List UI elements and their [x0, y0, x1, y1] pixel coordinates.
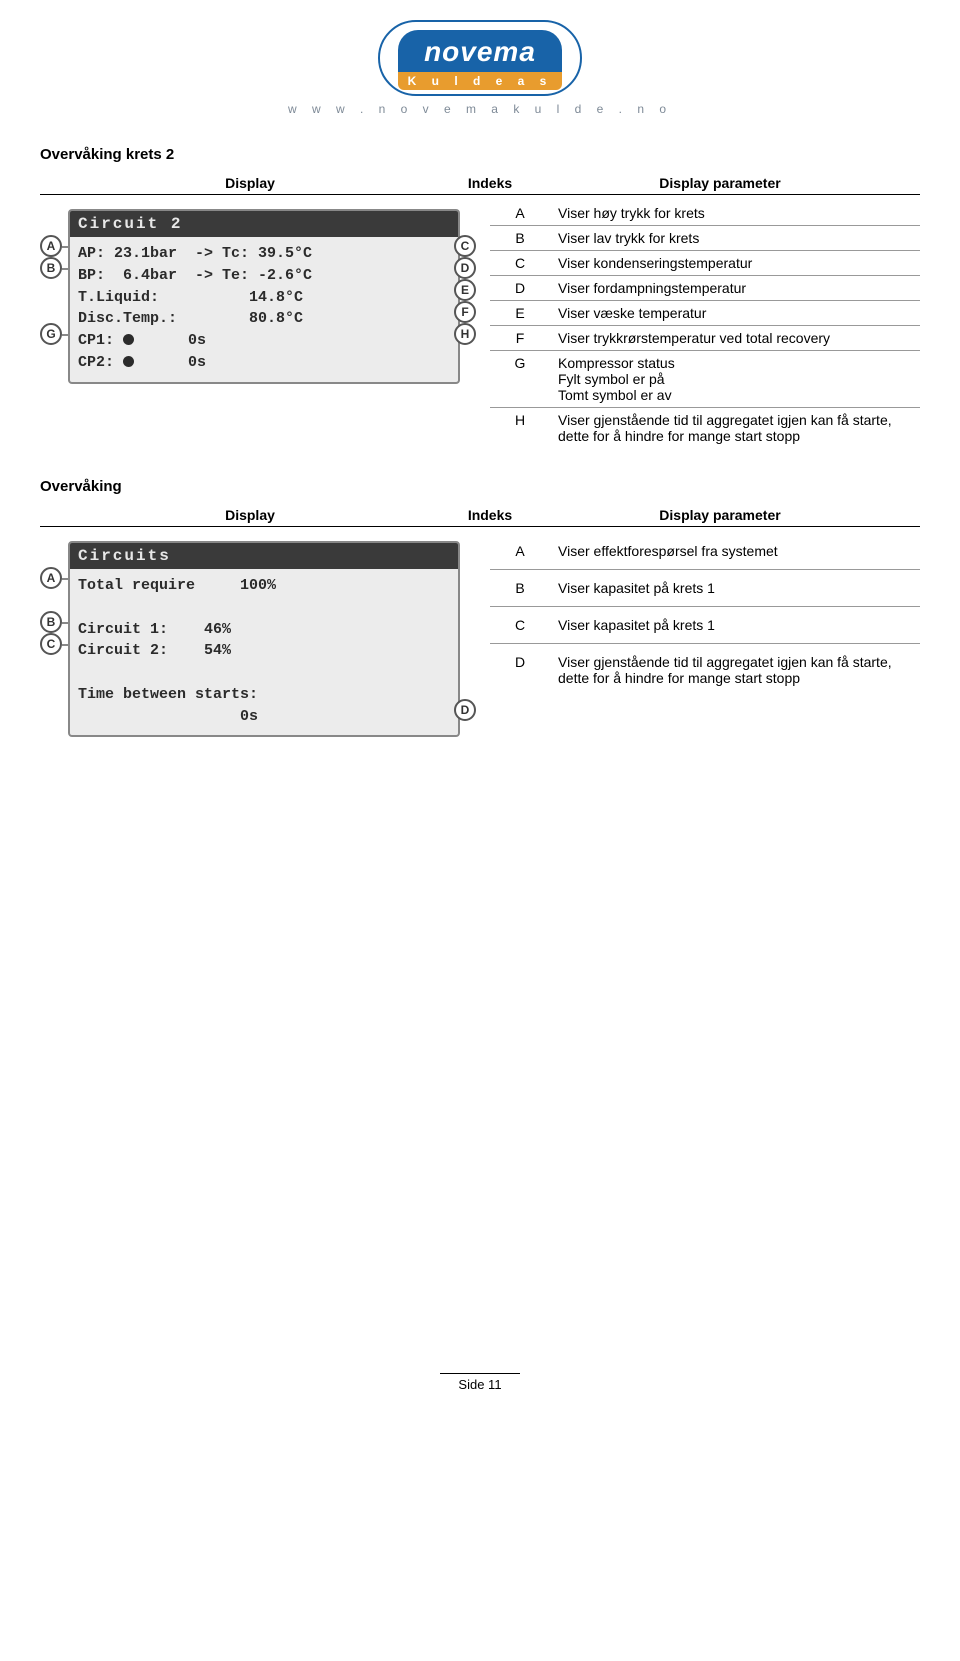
param-row: C Viser kapasitet på krets 1 [490, 607, 920, 644]
callout-C: C [454, 235, 476, 257]
callout-H: H [454, 323, 476, 345]
param-txt: Viser effektforespørsel fra systemet [550, 543, 920, 559]
param-row: B Viser lav trykk for krets [490, 226, 920, 251]
callout-A: A [40, 567, 62, 589]
section1-header-row: Display Indeks Display parameter [40, 175, 920, 195]
lcd-line: AP: 23.1bar -> Tc: 39.5°C [78, 245, 312, 262]
callout-B: B [40, 257, 62, 279]
page-footer: Side 11 [440, 1373, 520, 1392]
logo-subline: K u l d e a s [398, 72, 563, 90]
logo-top: novema [398, 30, 563, 72]
lcd-title: Circuit 2 [70, 211, 458, 237]
callout-G: G [40, 323, 62, 345]
callout-line [62, 268, 70, 270]
section2-header-row: Display Indeks Display parameter [40, 507, 920, 527]
lcd-body: AP: 23.1bar -> Tc: 39.5°C BP: 6.4bar -> … [70, 237, 458, 382]
param-idx: B [490, 230, 550, 246]
logo-box: novema K u l d e a s [378, 20, 583, 96]
param-txt: Viser gjenstående tid til aggregatet igj… [550, 412, 920, 444]
section1-lcd: Circuit 2 AP: 23.1bar -> Tc: 39.5°C BP: … [68, 209, 460, 384]
param-row: C Viser kondenseringstemperatur [490, 251, 920, 276]
lcd-body: Total require 100% Circuit 1: 46% Circui… [70, 569, 458, 735]
param-txt: Viser kapasitet på krets 1 [550, 580, 920, 596]
lcd-line: 0s [78, 708, 258, 725]
param-idx: G [490, 355, 550, 371]
param-txt: Viser lav trykk for krets [550, 230, 920, 246]
lcd-line: Disc.Temp.: 80.8°C [78, 310, 303, 327]
callout-line [62, 334, 70, 336]
logo-url: w w w . n o v e m a k u l d e . n o [40, 102, 920, 116]
header-param: Display parameter [520, 507, 920, 523]
lcd-line: Time between starts: [78, 686, 258, 703]
section1-block: A B G Circuit 2 AP: 23.1bar -> Tc: 39.5°… [40, 201, 920, 448]
param-txt: Viser trykkrørstemperatur ved total reco… [550, 330, 920, 346]
header-display: Display [40, 175, 460, 191]
header-display: Display [40, 507, 460, 523]
param-idx: A [490, 543, 550, 559]
lcd-line: Circuit 2: 54% [78, 642, 231, 659]
param-row: D Viser fordampningstemperatur [490, 276, 920, 301]
param-idx: D [490, 280, 550, 296]
param-txt: Viser gjenstående tid til aggregatet igj… [550, 654, 920, 686]
callout-line [62, 644, 70, 646]
param-row: A Viser høy trykk for krets [490, 201, 920, 226]
param-row: H Viser gjenstående tid til aggregatet i… [490, 408, 920, 448]
param-idx: C [490, 255, 550, 271]
param-row: D Viser gjenstående tid til aggregatet i… [490, 644, 920, 696]
param-idx: B [490, 580, 550, 596]
callout-line [62, 246, 70, 248]
param-idx: A [490, 205, 550, 221]
section1-title: Overvåking krets 2 [40, 146, 920, 163]
param-row: A Viser effektforespørsel fra systemet [490, 533, 920, 570]
param-row: G Kompressor status Fylt symbol er på To… [490, 351, 920, 408]
param-row: E Viser væske temperatur [490, 301, 920, 326]
section2-params: A Viser effektforespørsel fra systemet B… [490, 533, 920, 696]
section2-lcd: Circuits Total require 100% Circuit 1: 4… [68, 541, 460, 737]
param-idx: E [490, 305, 550, 321]
callout-line [62, 578, 70, 580]
lcd-line: BP: 6.4bar -> Te: -2.6°C [78, 267, 312, 284]
param-txt: Viser kondenseringstemperatur [550, 255, 920, 271]
param-idx: C [490, 617, 550, 633]
header-indeks: Indeks [460, 175, 520, 191]
section2-lcd-wrap: A B C Circuits Total require 100% Circui… [40, 533, 460, 743]
param-row: F Viser trykkrørstemperatur ved total re… [490, 326, 920, 351]
callout-F: F [454, 301, 476, 323]
param-idx: F [490, 330, 550, 346]
lcd-line: T.Liquid: 14.8°C [78, 289, 303, 306]
section2-block: A B C Circuits Total require 100% Circui… [40, 533, 920, 743]
param-txt: Viser høy trykk for krets [550, 205, 920, 221]
section2-title: Overvåking [40, 478, 920, 495]
param-txt: Viser kapasitet på krets 1 [550, 617, 920, 633]
lcd-line: Total require 100% [78, 577, 276, 594]
callout-D: D [454, 699, 476, 721]
fill-dot-icon [123, 334, 134, 345]
section1-lcd-wrap: A B G Circuit 2 AP: 23.1bar -> Tc: 39.5°… [40, 201, 460, 391]
logo-brand: novema [424, 36, 536, 67]
param-idx: H [490, 412, 550, 428]
header-param: Display parameter [520, 175, 920, 191]
callout-D: D [454, 257, 476, 279]
param-idx: D [490, 654, 550, 670]
section1-params: A Viser høy trykk for krets B Viser lav … [490, 201, 920, 448]
param-txt: Viser væske temperatur [550, 305, 920, 321]
lcd-line: Circuit 1: 46% [78, 621, 231, 638]
header-indeks: Indeks [460, 507, 520, 523]
callout-line [62, 622, 70, 624]
param-row: B Viser kapasitet på krets 1 [490, 570, 920, 607]
callout-C: C [40, 633, 62, 655]
callout-A: A [40, 235, 62, 257]
param-txt: Kompressor status Fylt symbol er på Tomt… [550, 355, 920, 403]
lcd-title: Circuits [70, 543, 458, 569]
callout-E: E [454, 279, 476, 301]
fill-dot-icon [123, 356, 134, 367]
header-logo: novema K u l d e a s w w w . n o v e m a… [40, 20, 920, 116]
param-txt: Viser fordampningstemperatur [550, 280, 920, 296]
callout-B: B [40, 611, 62, 633]
